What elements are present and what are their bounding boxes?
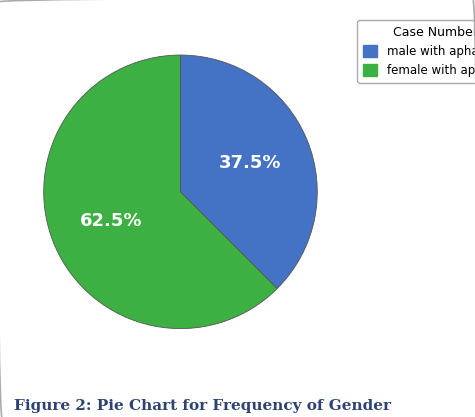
Text: 62.5%: 62.5% — [80, 211, 142, 230]
Legend: male with aphasia, female with aphasia: male with aphasia, female with aphasia — [357, 20, 475, 83]
Wedge shape — [44, 55, 277, 329]
Text: Figure 2: Pie Chart for Frequency of Gender: Figure 2: Pie Chart for Frequency of Gen… — [14, 399, 391, 413]
Text: 37.5%: 37.5% — [219, 154, 281, 172]
Wedge shape — [180, 55, 317, 289]
